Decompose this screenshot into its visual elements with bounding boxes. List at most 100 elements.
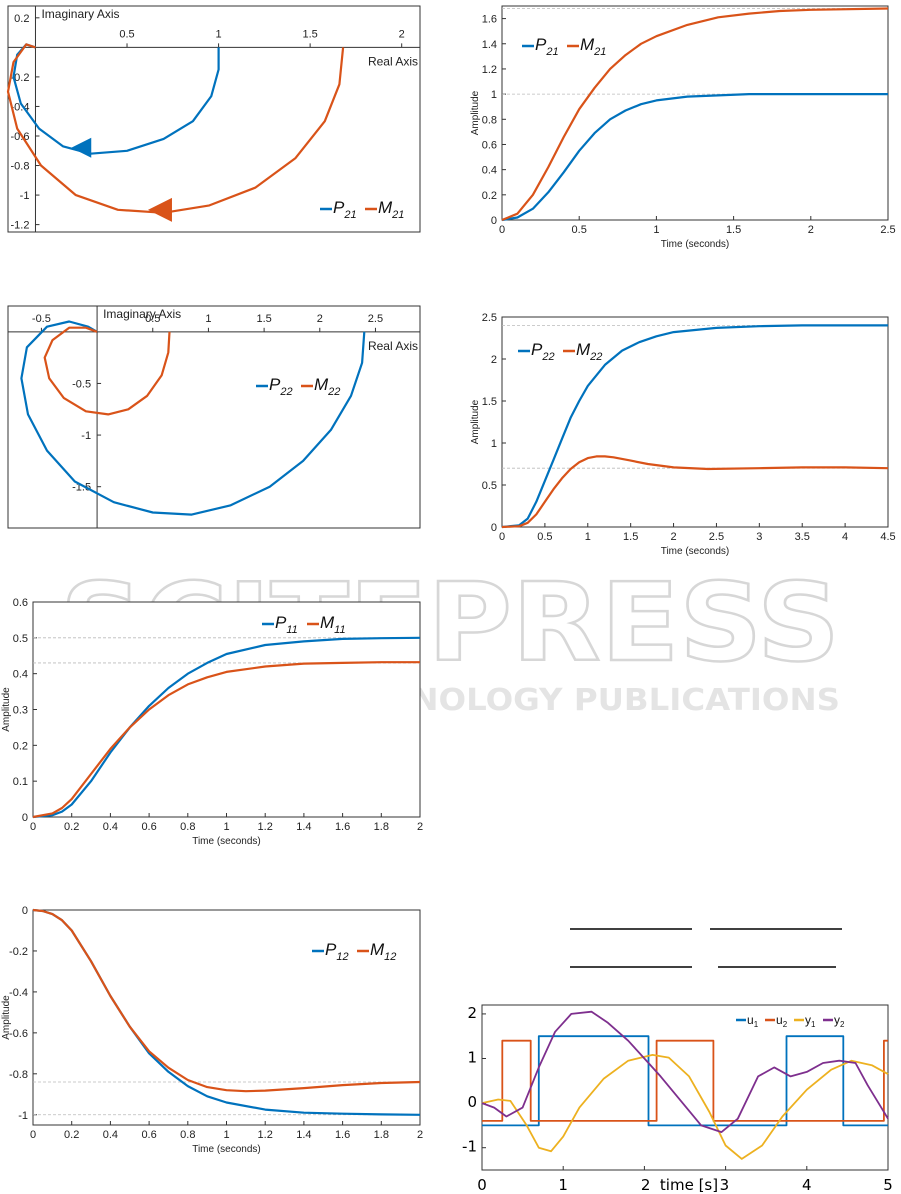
x-tick-label: 1 (223, 1129, 229, 1141)
legend-subscript: 21 (391, 209, 404, 221)
legend-label: P21 (535, 35, 559, 58)
x-axis-label: Time (seconds) (661, 239, 730, 250)
x-tick-label: 0.8 (180, 1129, 195, 1141)
legend-subscript: 22 (541, 351, 554, 363)
legend-label: P22 (269, 375, 293, 398)
x-tick-label: 0.5 (537, 531, 552, 543)
legend-label: u2 (776, 1013, 788, 1029)
x-tick-label: 2.5 (709, 531, 724, 543)
x-tick-label: -0.5 (32, 313, 51, 325)
x-tick-label: 1.5 (256, 313, 271, 325)
series-line-m11 (32, 661, 420, 819)
y-axis-label: Amplitude (470, 90, 481, 135)
legend-subscript: 21 (343, 209, 356, 221)
series-line-p21 (501, 93, 888, 222)
series-line-p11 (32, 636, 421, 819)
legend: P11 M11 (262, 613, 346, 636)
legend-subscript: 12 (384, 951, 396, 963)
legend-name: P (333, 198, 345, 217)
y-tick-label: 0.8 (482, 114, 497, 126)
legend-name: P (535, 35, 547, 54)
x-tick-label: 0.4 (103, 1129, 118, 1141)
series-line-u2 (482, 1039, 888, 1122)
y-tick-label: -1 (81, 430, 91, 442)
x-tick-label: 2.5 (368, 313, 383, 325)
legend: P22 M22 (256, 375, 340, 398)
x-tick-label: 1 (585, 531, 591, 543)
x-tick-label: 1 (223, 821, 229, 833)
x-axis-label: time [s] (660, 1176, 718, 1194)
y-tick-label: 2.5 (482, 312, 497, 324)
plot-frame (501, 316, 889, 528)
y-tick-label: 0.2 (482, 190, 497, 202)
x-tick-label: 3 (756, 531, 762, 543)
legend-subscript: 22 (327, 386, 340, 398)
x-tick-label: 1.8 (374, 821, 389, 833)
plot-frame (32, 601, 421, 818)
y-tick-label: 0.5 (13, 633, 28, 645)
y-tick-label: 0.1 (13, 776, 28, 788)
legend-label: M22 (314, 375, 340, 398)
x-tick-label: 0.6 (141, 821, 156, 833)
legend-label: M11 (320, 613, 346, 636)
legend-subscript: 22 (279, 386, 292, 398)
x-tick-label: 2.5 (880, 224, 895, 236)
y-tick-label: -1.2 (10, 220, 29, 232)
x-tick-label: 2 (417, 821, 423, 833)
legend-subscript: 11 (334, 624, 345, 636)
x-tick-label: 2 (399, 28, 405, 40)
direction-arrow-marker (71, 137, 92, 158)
legend: P22 M22 (518, 340, 602, 363)
y-axis-label: Imaginary Axis (103, 307, 181, 321)
y-axis-label: Imaginary Axis (41, 7, 119, 21)
y-tick-label: -1.5 (72, 482, 91, 494)
legend: P21 M21 (522, 35, 606, 58)
x-tick-label: 0 (30, 821, 36, 833)
legend-name: M (580, 35, 595, 54)
legend-subscript: 2 (783, 1020, 788, 1029)
x-tick-label: 1.4 (296, 821, 311, 833)
legend-name: P (269, 375, 281, 394)
legend-label: M22 (576, 340, 602, 363)
x-tick-label: 0.4 (103, 821, 118, 833)
x-tick-label: 5 (883, 1176, 893, 1194)
legend-name: y (805, 1013, 811, 1027)
y-tick-label: -0.6 (9, 1028, 28, 1040)
x-tick-label: 1 (216, 28, 222, 40)
x-tick-label: 4.5 (880, 531, 895, 543)
y-axis-label: Amplitude (1, 995, 12, 1040)
x-tick-label: 3.5 (795, 531, 810, 543)
legend-label: P12 (325, 940, 349, 963)
y-tick-label: 0 (22, 905, 28, 917)
y-tick-label: 0 (491, 215, 497, 227)
legend-name: M (378, 198, 393, 217)
y-tick-label: 1.4 (482, 39, 497, 51)
x-tick-label: 1.6 (335, 1129, 350, 1141)
y-tick-label: -1 (18, 1110, 28, 1122)
y-tick-label: 0.5 (482, 480, 497, 492)
legend-label: M21 (580, 35, 606, 58)
x-tick-label: 2 (641, 1176, 651, 1194)
y-tick-label: 0.4 (13, 669, 28, 681)
legend-name: u (747, 1013, 754, 1027)
x-tick-label: 0.2 (64, 821, 79, 833)
y-tick-label: 0 (491, 522, 497, 534)
legend-name: u (776, 1013, 783, 1027)
x-tick-label: 0.6 (141, 1129, 156, 1141)
x-tick-label: 1.8 (374, 1129, 389, 1141)
x-tick-label: 0 (499, 224, 505, 236)
legend-subscript: 1 (811, 1020, 816, 1029)
legend-label: M12 (370, 940, 396, 963)
y-tick-label: 1.5 (482, 396, 497, 408)
y-axis-label: Amplitude (470, 399, 481, 444)
y-tick-label: 0.6 (482, 139, 497, 151)
x-tick-label: 1 (205, 313, 211, 325)
x-tick-label: 0.8 (180, 821, 195, 833)
x-tick-label: 3 (720, 1176, 730, 1194)
series-line-y2 (481, 1010, 889, 1133)
legend-name: M (320, 613, 335, 632)
x-tick-label: 1.6 (335, 821, 350, 833)
x-tick-label: 0.5 (119, 28, 134, 40)
x-axis-label: Real Axis (368, 54, 418, 68)
plot-frame (7, 5, 421, 233)
